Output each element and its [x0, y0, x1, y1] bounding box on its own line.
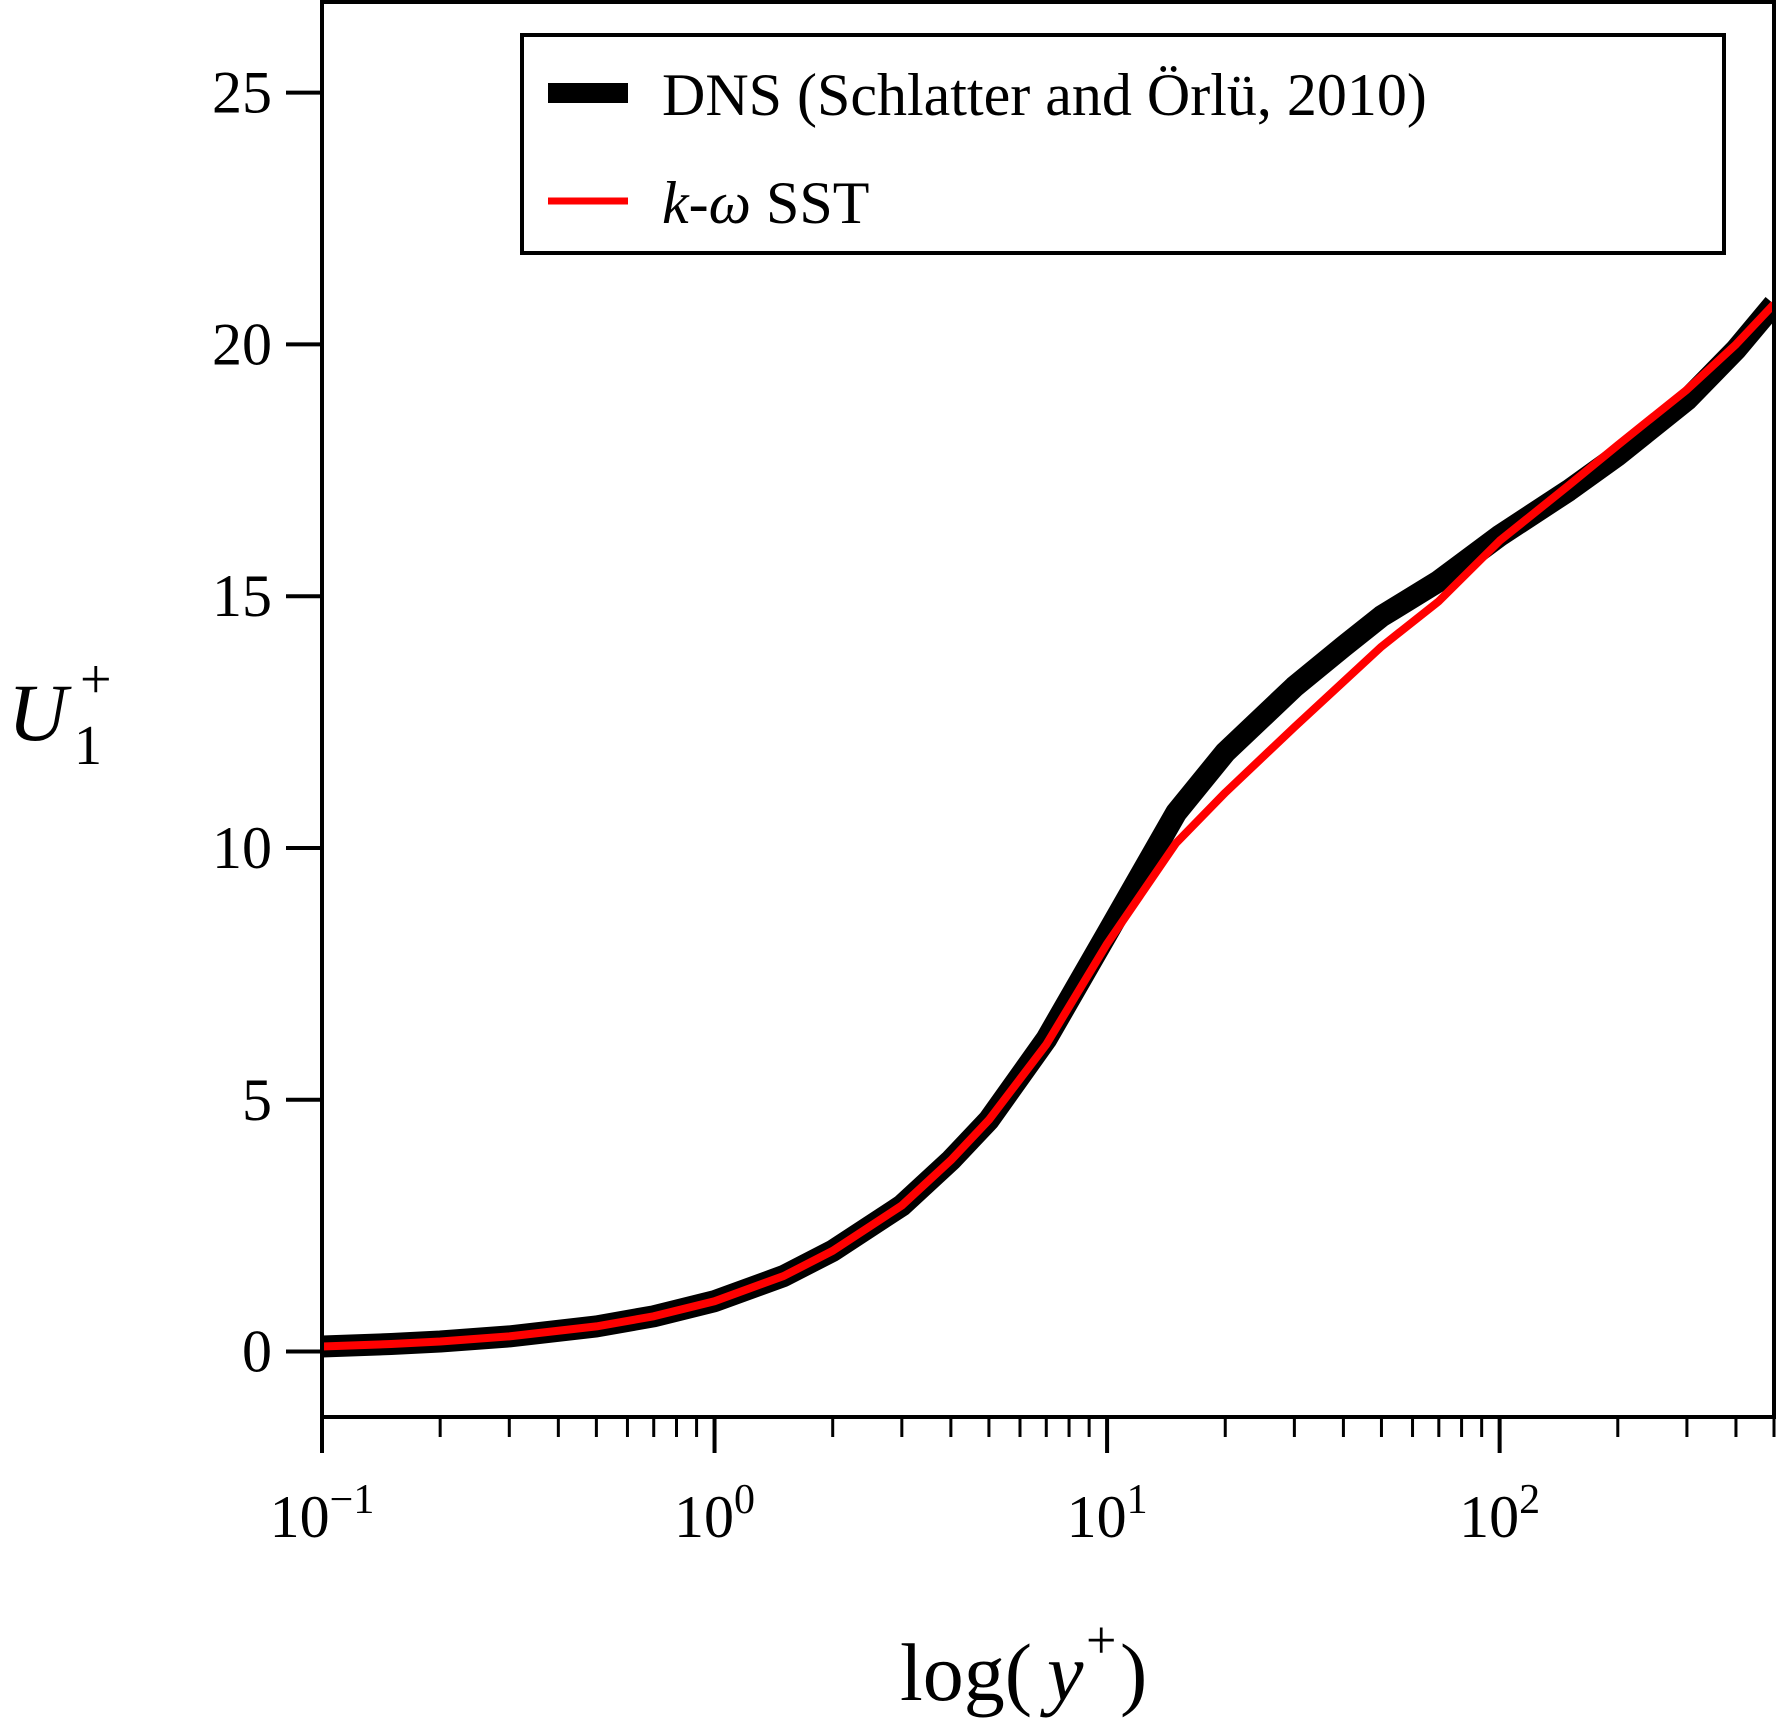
y-axis-title: U 1 + — [8, 649, 112, 777]
legend-label-kw-sst: k-ω SST — [662, 170, 869, 236]
y-tick-label: 15 — [212, 563, 272, 629]
x-tick-label: 102 — [1459, 1477, 1540, 1550]
x-axis-title-main: log( — [900, 1627, 1032, 1718]
legend: DNS (Schlatter and Örlü, 2010) k-ω SST — [520, 33, 1726, 255]
plot-series — [322, 297, 1774, 1358]
plot-frame — [320, 0, 1776, 1419]
y-axis-title-sub: 1 — [74, 715, 102, 777]
y-tick-label: 10 — [212, 815, 272, 881]
x-tick-label: 100 — [674, 1477, 755, 1550]
x-axis-title-close: ) — [1120, 1627, 1147, 1718]
x-tick-label: 10−1 — [270, 1477, 375, 1550]
legend-box — [520, 33, 1726, 255]
y-tick-label: 20 — [212, 311, 272, 377]
y-tick-label: 5 — [242, 1067, 272, 1133]
x-tick-label-base: 10 — [674, 1484, 734, 1550]
x-ticks: 10−1 100 101 102 — [270, 1417, 1776, 1550]
x-tick-label-base: 10 — [1459, 1484, 1519, 1550]
x-tick-label-exp: −1 — [330, 1477, 375, 1523]
x-tick-label-exp: 1 — [1127, 1477, 1148, 1523]
x-tick-label-exp: 0 — [734, 1477, 755, 1523]
x-tick-label-base: 10 — [1067, 1484, 1127, 1550]
y-axis-title-var: U — [8, 667, 72, 758]
x-axis-title: log( y + ) — [900, 1610, 1147, 1718]
y-tick-label: 0 — [242, 1319, 272, 1385]
kw-sst-series-line — [322, 301, 1774, 1351]
x-axis-title-var: y — [1040, 1627, 1084, 1718]
x-tick-label-base: 10 — [270, 1484, 330, 1550]
legend-label-kw-sst-omega: ω — [709, 170, 751, 236]
x-tick-label-exp: 2 — [1519, 1477, 1540, 1523]
legend-label-kw-sst-suffix: SST — [751, 170, 869, 236]
y-axis-title-sup: + — [80, 649, 112, 711]
x-tick-label: 101 — [1067, 1477, 1148, 1550]
legend-label-dns: DNS (Schlatter and Örlü, 2010) — [662, 62, 1427, 128]
legend-label-kw-sst-k: k — [662, 170, 690, 236]
y-tick-label: 25 — [212, 60, 272, 126]
x-axis-title-sup: + — [1086, 1610, 1116, 1670]
legend-label-kw-sst-dash: - — [689, 170, 709, 236]
y-ticks: 0 5 10 15 20 25 — [212, 60, 322, 1385]
